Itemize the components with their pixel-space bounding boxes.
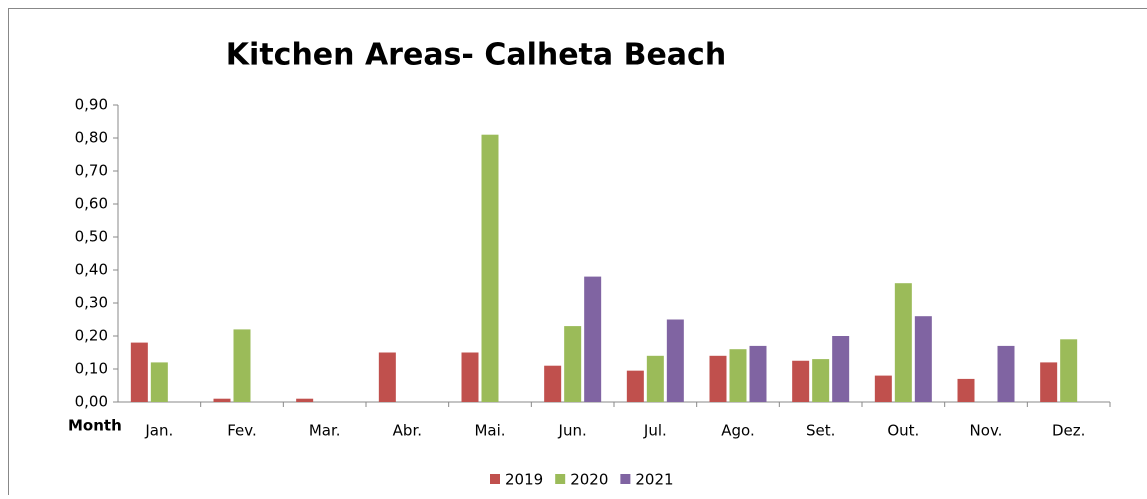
bar: [895, 283, 912, 402]
x-tick-label: Dez.: [1052, 422, 1085, 440]
bar: [730, 349, 747, 402]
x-tick-label: Ago.: [721, 422, 754, 440]
y-tick-label: 0,60: [75, 195, 108, 213]
x-tick-label: Set.: [806, 422, 835, 440]
bar: [379, 353, 396, 403]
x-tick-label: Abr.: [393, 422, 422, 440]
bar: [544, 366, 561, 402]
y-tick-label: 0,70: [75, 162, 108, 180]
bar: [131, 343, 148, 402]
legend-swatch: [490, 474, 500, 484]
bar: [296, 399, 313, 402]
x-tick-label: Jun.: [558, 422, 587, 440]
y-tick-label: 0,90: [75, 96, 108, 114]
x-tick-label: Jul.: [643, 422, 667, 440]
bar: [584, 277, 601, 402]
bar: [564, 326, 581, 402]
bar: [832, 336, 849, 402]
bar: [998, 346, 1015, 402]
bar: [482, 135, 499, 402]
legend-label: 2021: [635, 471, 673, 489]
legend-swatch: [620, 474, 630, 484]
y-tick-label: 0,50: [75, 228, 108, 246]
bar: [812, 359, 829, 402]
x-tick-label: Nov.: [970, 422, 1003, 440]
bar: [792, 361, 809, 402]
bar: [151, 362, 168, 402]
y-tick-label: 0,10: [75, 360, 108, 378]
x-tick-label: Mai.: [474, 422, 505, 440]
bar: [647, 356, 664, 402]
bar: [915, 316, 932, 402]
legend-swatch: [555, 474, 565, 484]
chart-title: Kitchen Areas- Calheta Beach: [226, 38, 726, 73]
y-tick-label: 0,30: [75, 294, 108, 312]
x-tick-label: Jan.: [144, 422, 173, 440]
bar: [234, 329, 251, 402]
bar: [750, 346, 767, 402]
bar: [875, 376, 892, 402]
x-tick-label: Mar.: [309, 422, 341, 440]
bar: [1060, 339, 1077, 402]
legend-label: 2020: [570, 471, 608, 489]
bar: [214, 399, 231, 402]
y-tick-label: 0,40: [75, 261, 108, 279]
bar: [958, 379, 975, 402]
y-tick-label: 0,80: [75, 129, 108, 147]
bar: [627, 371, 644, 402]
x-axis-label: Month: [68, 417, 122, 435]
x-tick-label: Out.: [887, 422, 919, 440]
y-tick-label: 0,20: [75, 327, 108, 345]
bar: [1040, 362, 1057, 402]
legend-label: 2019: [505, 471, 543, 489]
y-tick-label: 0,00: [75, 393, 108, 411]
bar: [667, 320, 684, 403]
bar: [462, 353, 479, 403]
bar: [710, 356, 727, 402]
x-tick-label: Fev.: [227, 422, 257, 440]
